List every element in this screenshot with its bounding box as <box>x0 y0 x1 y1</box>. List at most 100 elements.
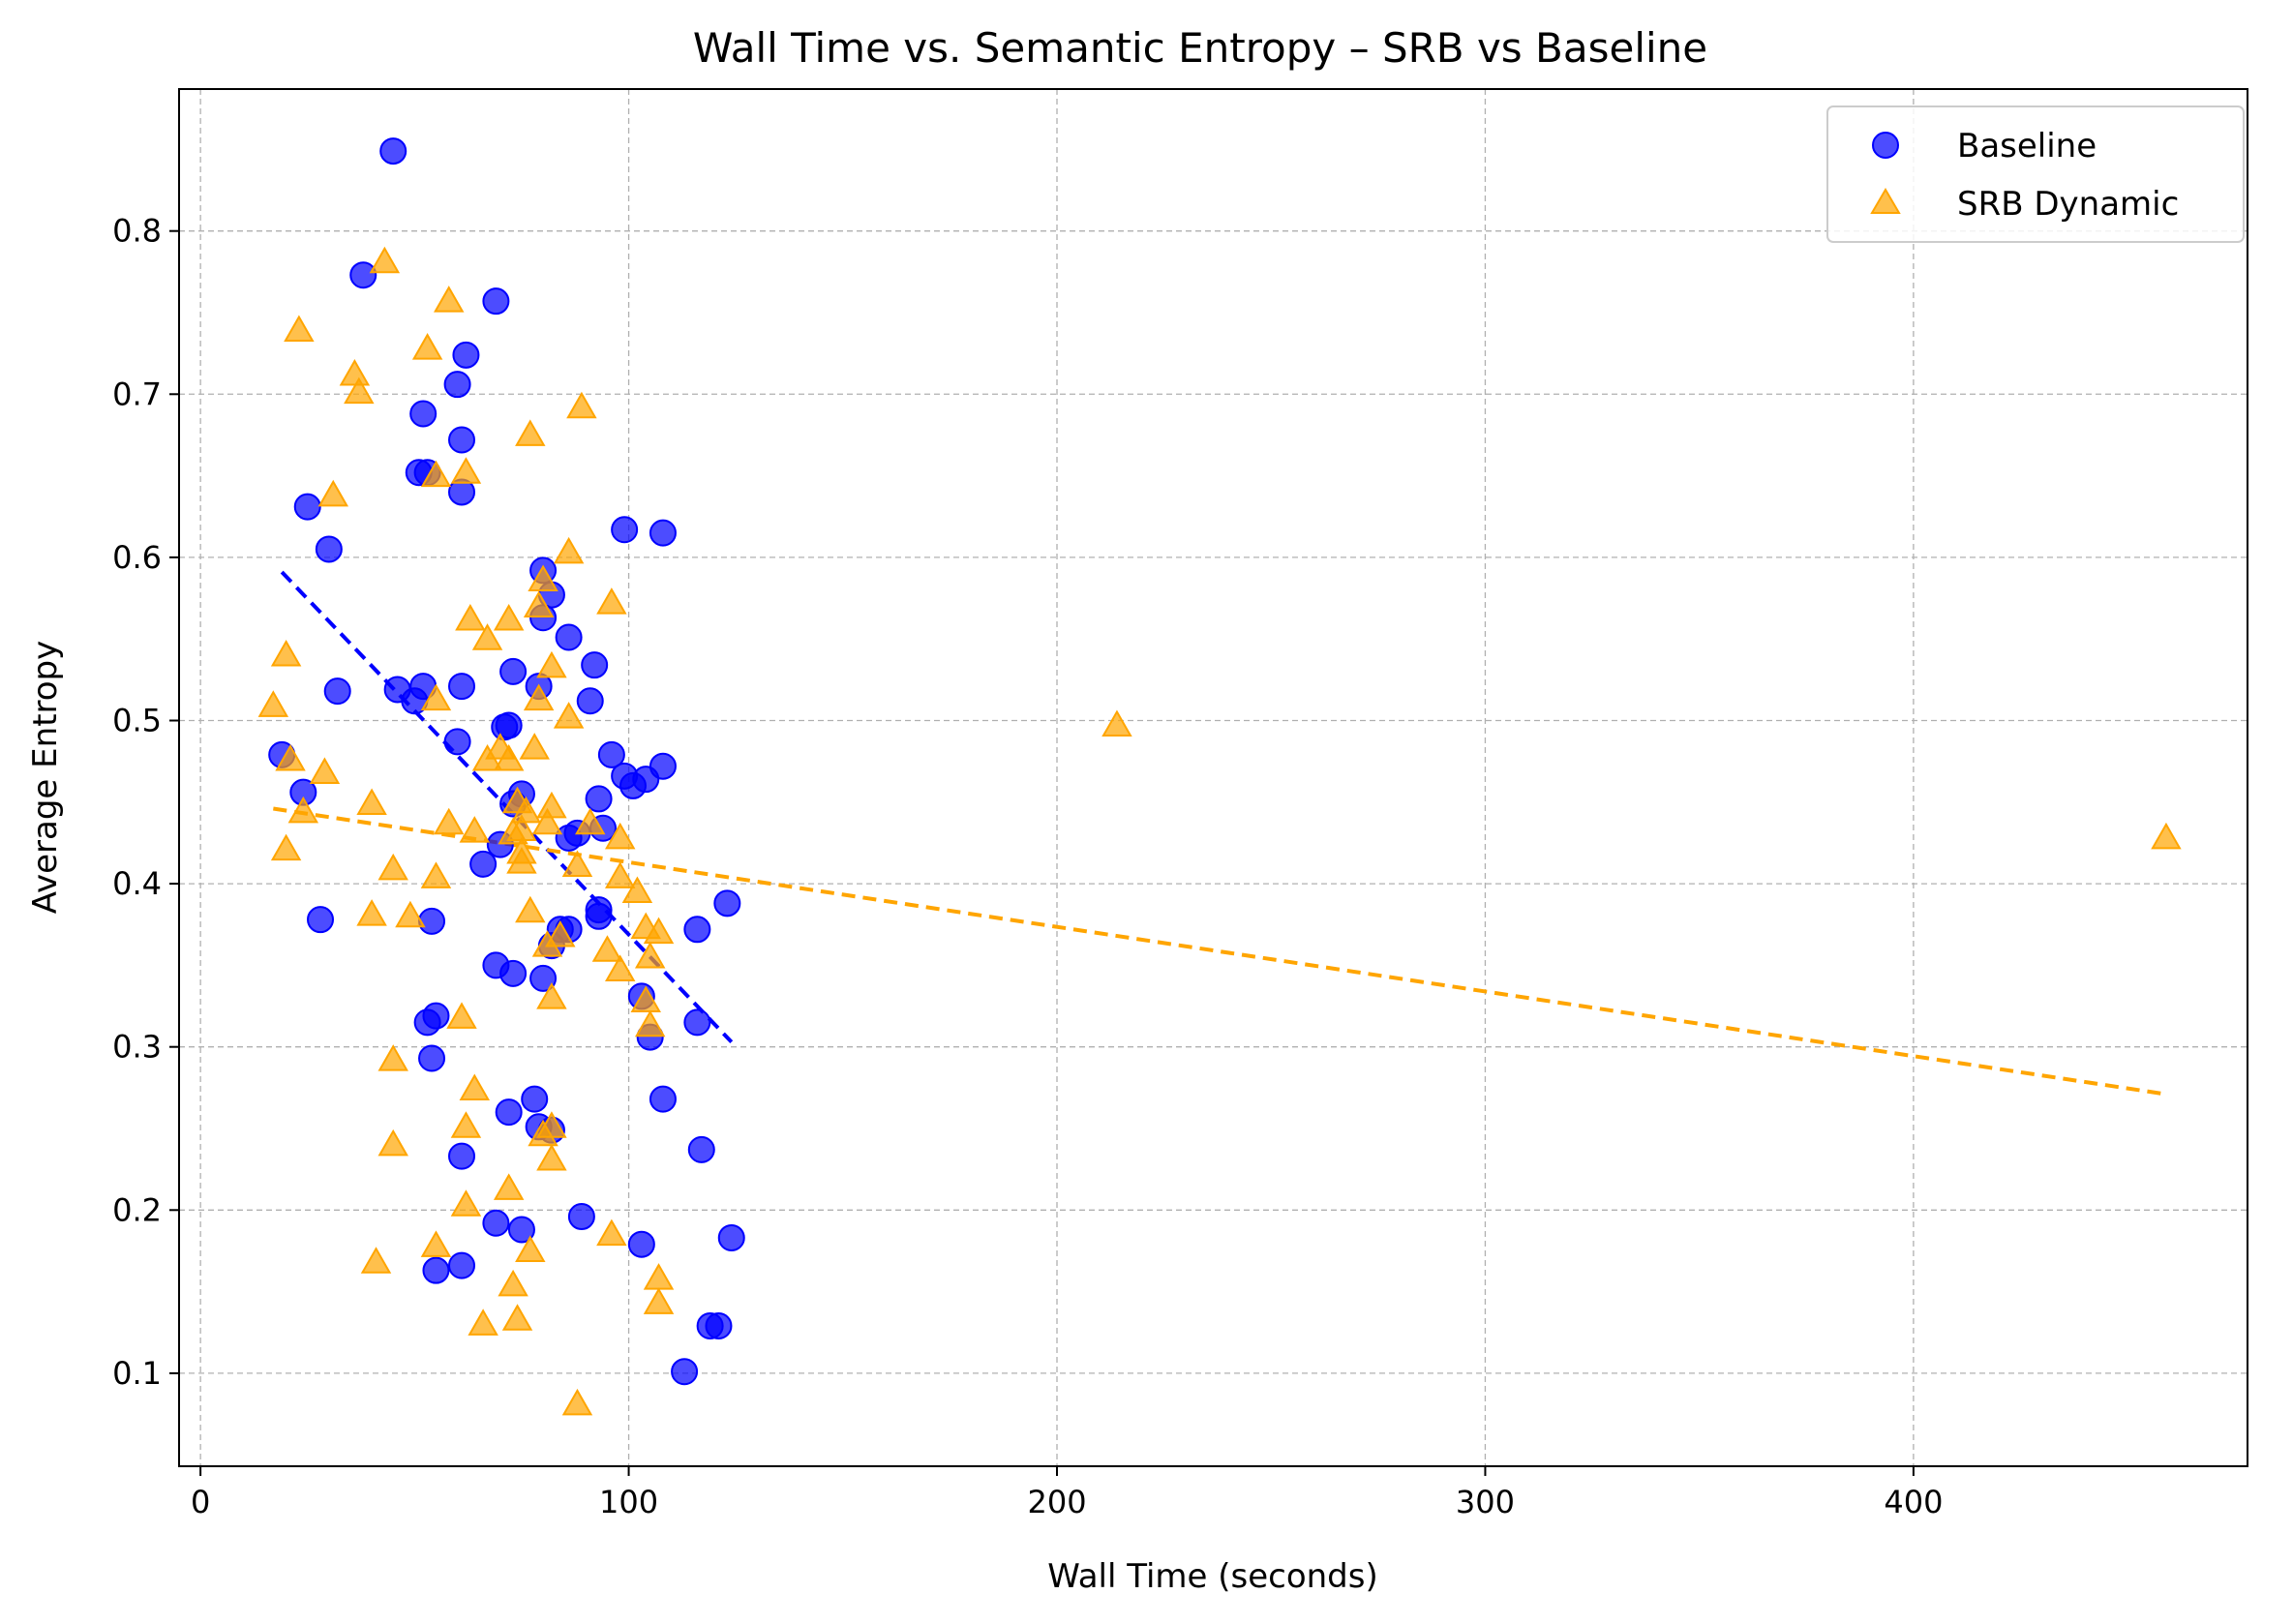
legend: Baseline SRB Dynamic <box>1826 105 2245 243</box>
srb-dynamic-point <box>561 850 593 878</box>
srb-dynamic-point <box>575 807 606 835</box>
srb-dynamic-point <box>420 460 452 488</box>
srb-dynamic-point <box>519 733 550 760</box>
y-tick-label: 0.8 <box>112 213 162 250</box>
srb-dynamic-point <box>270 833 302 861</box>
y-tick-label: 0.4 <box>112 865 162 902</box>
srb-dynamic-point <box>515 1235 546 1262</box>
srb-dynamic-point <box>471 623 503 650</box>
baseline-point <box>448 673 476 701</box>
srb-dynamic-point <box>446 1002 477 1029</box>
srb-dynamic-point <box>257 690 289 717</box>
srb-dynamic-point <box>604 822 636 850</box>
baseline-point <box>585 902 613 930</box>
legend-label-srb-dynamic: SRB Dynamic <box>1957 185 2179 224</box>
srb-dynamic-point <box>369 246 401 274</box>
srb-dynamic-point <box>634 941 666 969</box>
baseline-point <box>611 516 639 544</box>
srb-dynamic-point <box>420 861 452 888</box>
baseline-point <box>576 687 604 715</box>
x-axis-ticks: 0 100 200 300 400 <box>191 1466 1943 1520</box>
x-tick-label: 300 <box>1456 1484 1515 1520</box>
x-tick-label: 200 <box>1027 1484 1086 1520</box>
srb-dynamic-point <box>360 1247 392 1274</box>
baseline-point <box>482 1209 510 1237</box>
srb-dynamic-point <box>377 1044 408 1071</box>
baseline-point <box>585 785 613 813</box>
baseline-point <box>555 824 583 852</box>
srb-dynamic-point <box>450 1111 482 1138</box>
legend-marker-srb-dynamic <box>1870 188 1901 214</box>
baseline-point <box>619 771 647 799</box>
srb-dynamic-point <box>536 1144 567 1171</box>
y-tick-label: 0.3 <box>112 1029 162 1066</box>
baseline-point <box>418 1044 446 1072</box>
srb-dynamic-point <box>356 899 387 926</box>
baseline-point <box>671 1358 699 1386</box>
srb-dynamic-point <box>434 807 465 835</box>
srb-dynamic-point <box>536 982 567 1009</box>
baseline-point <box>649 752 677 780</box>
baseline-point <box>409 400 437 428</box>
srb-dynamic-point <box>596 587 627 615</box>
baseline-point <box>627 1230 655 1258</box>
baseline-point <box>649 1085 677 1113</box>
srb-dynamic-point <box>275 743 306 771</box>
legend-box <box>1826 105 2245 243</box>
srb-dynamic-point <box>356 788 387 815</box>
chart-title: Wall Time vs. Semantic Entropy – SRB vs … <box>693 24 1707 72</box>
baseline-point <box>567 1203 595 1231</box>
y-tick-label: 0.7 <box>112 376 162 412</box>
data-points <box>257 137 2182 1416</box>
srb-dynamic-point <box>450 1189 482 1217</box>
baseline-point <box>705 1312 733 1340</box>
y-axis-label: Average Entropy <box>26 641 65 915</box>
baseline-point <box>597 740 625 768</box>
y-tick-label: 0.2 <box>112 1191 162 1228</box>
srb-dynamic-point <box>643 1263 675 1290</box>
legend-marker-baseline <box>1872 132 1899 159</box>
srb-dynamic-point <box>377 1128 408 1157</box>
srb-dynamic-point <box>377 853 408 881</box>
srb-dynamic-point <box>531 930 563 957</box>
srb-dynamic-point <box>468 1308 498 1336</box>
srb-dynamic-point <box>287 796 319 824</box>
baseline-point <box>443 728 471 756</box>
srb-dynamic-point <box>270 640 302 667</box>
baseline-point <box>717 1223 745 1251</box>
srb-dynamic-point <box>459 1073 491 1101</box>
srb-dynamic-point <box>643 917 675 945</box>
baseline-point <box>499 657 528 685</box>
baseline-point <box>443 371 471 399</box>
srb-dynamic-point <box>420 1230 452 1257</box>
y-tick-label: 0.6 <box>112 539 162 576</box>
baseline-point <box>422 1256 450 1284</box>
srb-dynamic-point <box>591 935 623 962</box>
srb-dynamic-point <box>515 895 546 923</box>
baseline-point <box>379 137 407 165</box>
srb-dynamic-point <box>493 1173 525 1200</box>
srb-dynamic-point <box>2151 822 2182 850</box>
baseline-point <box>683 1008 711 1037</box>
srb-dynamic-point <box>643 1287 675 1314</box>
baseline-point <box>555 623 583 651</box>
srb-dynamic-point <box>420 683 452 711</box>
srb-dynamic-point <box>536 791 567 819</box>
srb-dynamic-point <box>523 683 555 711</box>
srb-dynamic-point <box>339 359 371 386</box>
baseline-point <box>413 1008 441 1037</box>
y-tick-label: 0.5 <box>112 702 162 738</box>
srb-dynamic-point <box>515 419 546 446</box>
srb-dynamic-point <box>566 391 597 419</box>
baseline-point <box>713 889 741 917</box>
srb-dynamic-point <box>493 603 525 631</box>
y-tick-label: 0.1 <box>112 1355 162 1392</box>
srb-dynamic-point <box>1101 709 1132 737</box>
baseline-point <box>293 493 321 521</box>
srb-dynamic-point <box>317 479 349 507</box>
baseline-point <box>529 964 558 992</box>
baseline-point <box>418 907 446 935</box>
srb-dynamic-point <box>501 1304 533 1331</box>
